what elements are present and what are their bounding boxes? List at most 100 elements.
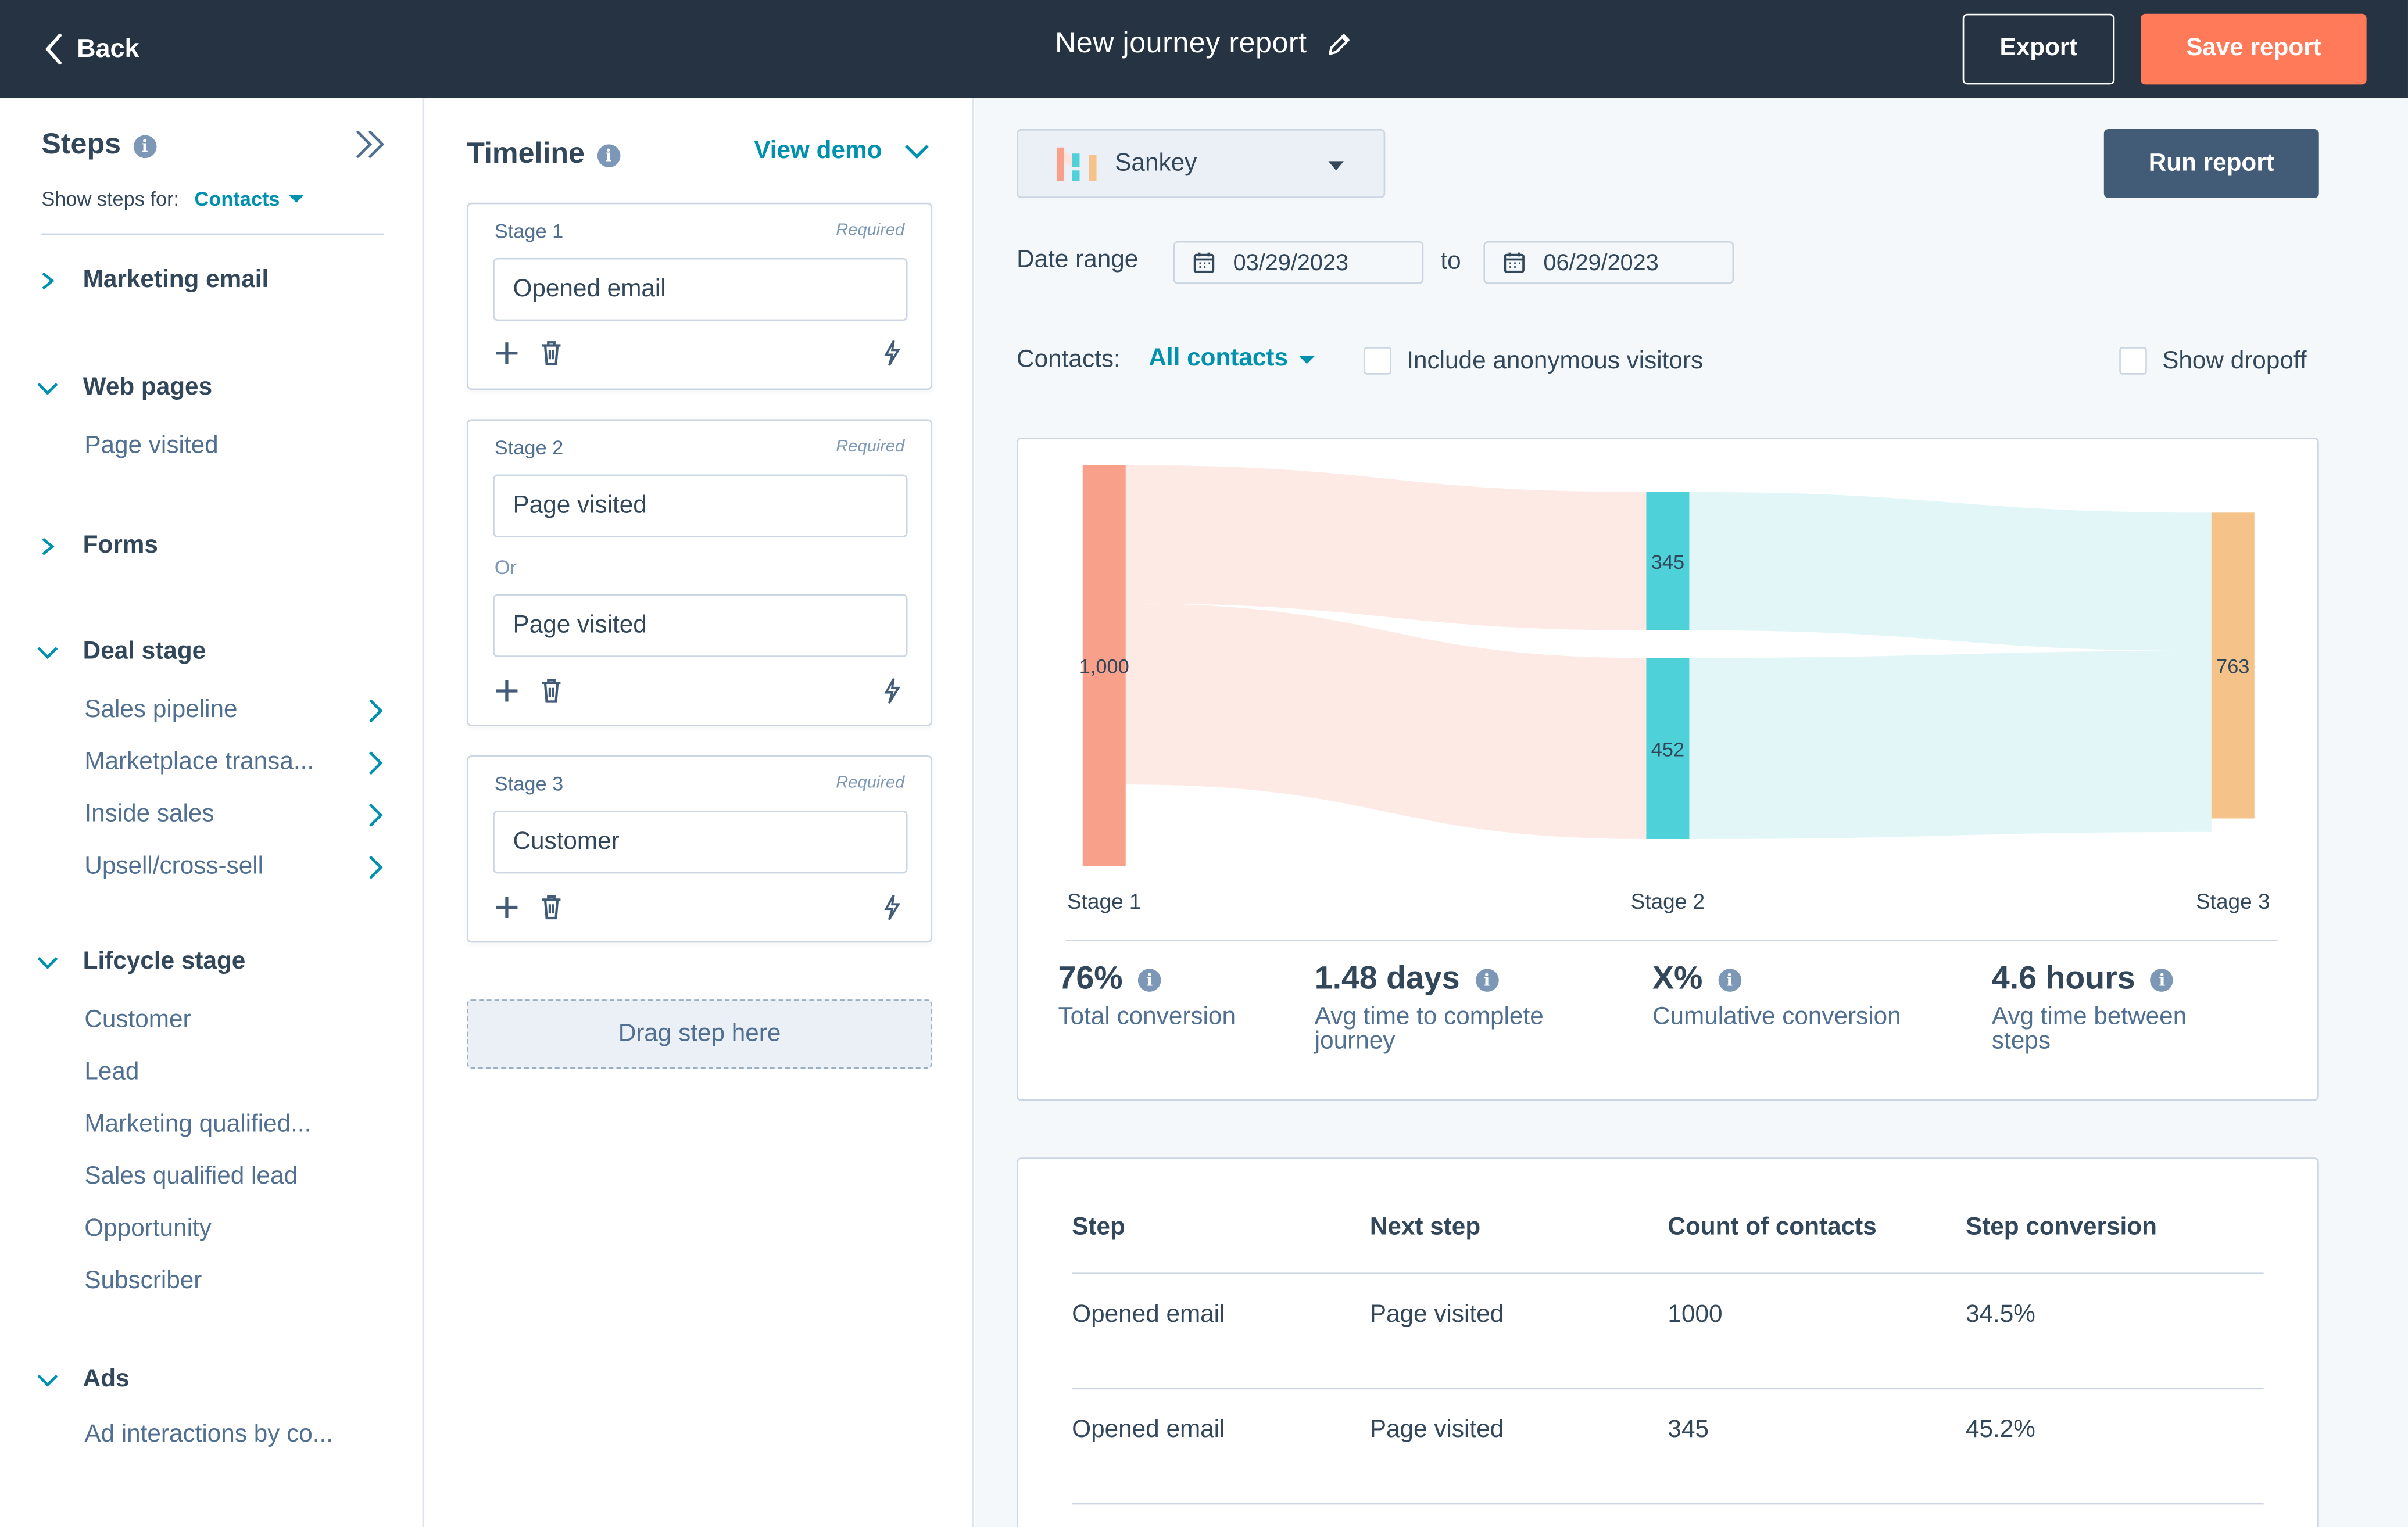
contacts-dropdown[interactable]: All contacts — [1148, 345, 1314, 373]
category-lifecycle-stage[interactable]: Lifcycle stage — [34, 949, 245, 977]
back-label: Back — [77, 34, 139, 63]
collapse-double-chevron-icon[interactable] — [350, 126, 390, 163]
date-from-input[interactable]: 03/29/2023 — [1173, 241, 1424, 284]
add-icon[interactable] — [493, 677, 521, 705]
view-demo-label: View demo — [754, 138, 882, 164]
required-label: Required — [836, 221, 905, 240]
add-icon[interactable] — [493, 894, 521, 922]
category-forms[interactable]: Forms — [34, 533, 158, 561]
trash-icon[interactable] — [539, 677, 563, 705]
stage-actions — [493, 677, 564, 705]
steps-table-panel: Step Next step Count of contacts Step co… — [1017, 1157, 2319, 1527]
show-dropoff-checkbox[interactable] — [2119, 347, 2147, 375]
category-ads[interactable]: Ads — [34, 1366, 130, 1395]
chevron-down-icon — [34, 639, 62, 666]
sankey-link[interactable] — [1689, 492, 2212, 651]
stage-actions — [493, 339, 564, 367]
stage-axis-label: Stage 2 — [1631, 890, 1705, 913]
stat-label: Total conversion — [1058, 1003, 1236, 1030]
step-item-sales-pipeline[interactable]: Sales pipeline — [84, 697, 384, 725]
lightning-icon[interactable] — [882, 339, 903, 367]
stat-label: Cumulative conversion — [1652, 1003, 1901, 1030]
view-demo-button[interactable]: View demo — [754, 138, 931, 166]
steps-title-text: Steps — [41, 128, 121, 162]
step-item-label: Sales qualified lead — [84, 1163, 298, 1190]
step-item-label: Page visited — [84, 433, 219, 460]
table-cell: Opened email — [1072, 1302, 1225, 1328]
show-steps-for-label: Show steps for: — [41, 187, 180, 210]
step-item-opportunity[interactable]: Opportunity — [84, 1216, 384, 1244]
step-item-marketplace[interactable]: Marketplace transa... — [84, 749, 384, 777]
include-anonymous-checkbox[interactable] — [1364, 347, 1391, 375]
stage-card-1: Stage 1 Required Opened email — [467, 202, 932, 390]
stage-step-field[interactable]: Page visited — [493, 594, 908, 657]
step-item-sql[interactable]: Sales qualified lead — [84, 1164, 384, 1192]
info-icon[interactable]: i — [1718, 967, 1741, 991]
category-deal-stage[interactable]: Deal stage — [34, 639, 206, 666]
trash-icon[interactable] — [539, 339, 563, 367]
row-divider — [1072, 1388, 2264, 1390]
stat-value: 4.6 hours — [1991, 961, 2135, 997]
show-steps-for: Show steps for: Contacts — [41, 187, 305, 210]
sankey-node[interactable] — [1646, 658, 1690, 839]
step-item-label: Opportunity — [84, 1216, 212, 1242]
show-dropoff-label: Show dropoff — [2162, 348, 2307, 375]
sankey-node[interactable] — [2211, 512, 2255, 819]
stat-value: 76% — [1058, 961, 1123, 997]
pencil-icon[interactable] — [1325, 31, 1353, 59]
column-header-conversion[interactable]: Step conversion — [1966, 1214, 2157, 1241]
sankey-node-label: 452 — [1651, 739, 1684, 761]
sankey-node[interactable] — [1082, 465, 1126, 866]
lightning-icon[interactable] — [882, 894, 903, 922]
date-to-input[interactable]: 06/29/2023 — [1483, 241, 1734, 284]
calendar-icon — [1193, 252, 1215, 273]
stage-step-field[interactable]: Opened email — [493, 257, 908, 321]
stage-step-field[interactable]: Customer — [493, 811, 908, 874]
info-icon[interactable]: i — [1475, 967, 1498, 991]
category-label: Lifcycle stage — [83, 948, 246, 975]
step-item-subscriber[interactable]: Subscriber — [84, 1268, 384, 1296]
filter-value: Contacts — [194, 187, 280, 210]
trash-icon[interactable] — [539, 894, 563, 922]
step-item-label: Marketing qualified... — [84, 1111, 312, 1138]
info-icon[interactable]: i — [133, 134, 156, 157]
back-button[interactable]: Back — [43, 28, 139, 71]
save-report-button[interactable]: Save report — [2141, 13, 2367, 85]
sankey-link[interactable] — [1125, 465, 1647, 630]
stage-axis-label: Stage 1 — [1067, 890, 1142, 913]
contacts-filter-dropdown[interactable]: Contacts — [195, 187, 305, 210]
column-header-step[interactable]: Step — [1072, 1214, 1125, 1241]
export-button[interactable]: Export — [1962, 13, 2115, 85]
drag-step-dropzone[interactable]: Drag step here — [467, 999, 932, 1069]
run-report-button[interactable]: Run report — [2103, 128, 2319, 198]
stage-step-field[interactable]: Page visited — [493, 474, 908, 537]
column-header-next-step[interactable]: Next step — [1369, 1214, 1481, 1241]
chart-type-label: Sankey — [1115, 149, 1197, 176]
category-web-pages[interactable]: Web pages — [34, 375, 212, 403]
step-item-upsell[interactable]: Upsell/cross-sell — [84, 854, 384, 881]
calendar-icon — [1504, 252, 1525, 273]
lightning-icon[interactable] — [882, 677, 903, 705]
report-main: Sankey Run report Date range 03/29/2023 … — [975, 98, 2408, 1527]
category-marketing-email[interactable]: Marketing email — [34, 267, 269, 295]
add-icon[interactable] — [493, 339, 521, 367]
stage-card-2: Stage 2 Required Page visited Or Page vi… — [467, 419, 932, 726]
step-item-page-visited[interactable]: Page visited — [84, 433, 384, 461]
info-icon[interactable]: i — [2151, 967, 2174, 991]
info-icon[interactable]: i — [1137, 967, 1161, 991]
chart-type-select[interactable]: Sankey — [1017, 128, 1386, 198]
sankey-node[interactable] — [1646, 492, 1690, 630]
info-icon[interactable]: i — [597, 144, 620, 167]
contacts-label: Contacts: — [1017, 347, 1121, 374]
step-item-customer[interactable]: Customer — [84, 1007, 384, 1035]
step-item-inside-sales[interactable]: Inside sales — [84, 801, 384, 829]
step-item-ad-interactions[interactable]: Ad interactions by co... — [84, 1422, 384, 1450]
sankey-link[interactable] — [1125, 603, 1647, 839]
step-item-mql[interactable]: Marketing qualified... — [84, 1112, 384, 1139]
sankey-link[interactable] — [1689, 651, 2212, 839]
stat-avg-time-journey: 1.48 days i Avg time to complete journey — [1315, 961, 1591, 1055]
column-header-count[interactable]: Count of contacts — [1668, 1214, 1877, 1241]
step-item-lead[interactable]: Lead — [84, 1059, 384, 1087]
category-label: Ads — [83, 1366, 130, 1393]
category-label: Forms — [83, 532, 158, 559]
